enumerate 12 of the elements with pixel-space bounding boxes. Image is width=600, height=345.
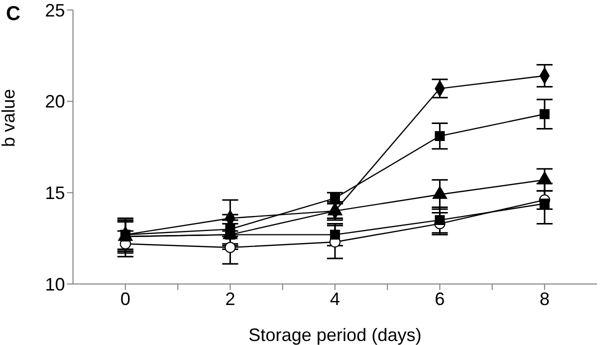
y-tick-label: 20 xyxy=(44,92,65,112)
y-axis-title: b value xyxy=(0,88,18,147)
y-tick-label: 25 xyxy=(44,0,65,20)
x-tick-label: 0 xyxy=(120,288,130,309)
y-tick-label: 10 xyxy=(44,274,65,294)
x-tick-label: 8 xyxy=(540,288,550,309)
chart-title: C xyxy=(6,3,20,25)
x-tick-label: 4 xyxy=(330,288,340,309)
y-tick-label: 15 xyxy=(44,183,65,204)
x-tick-label: 2 xyxy=(225,288,236,309)
x-axis-title: Storage period (days) xyxy=(248,325,422,345)
x-tick-label: 6 xyxy=(434,288,445,309)
